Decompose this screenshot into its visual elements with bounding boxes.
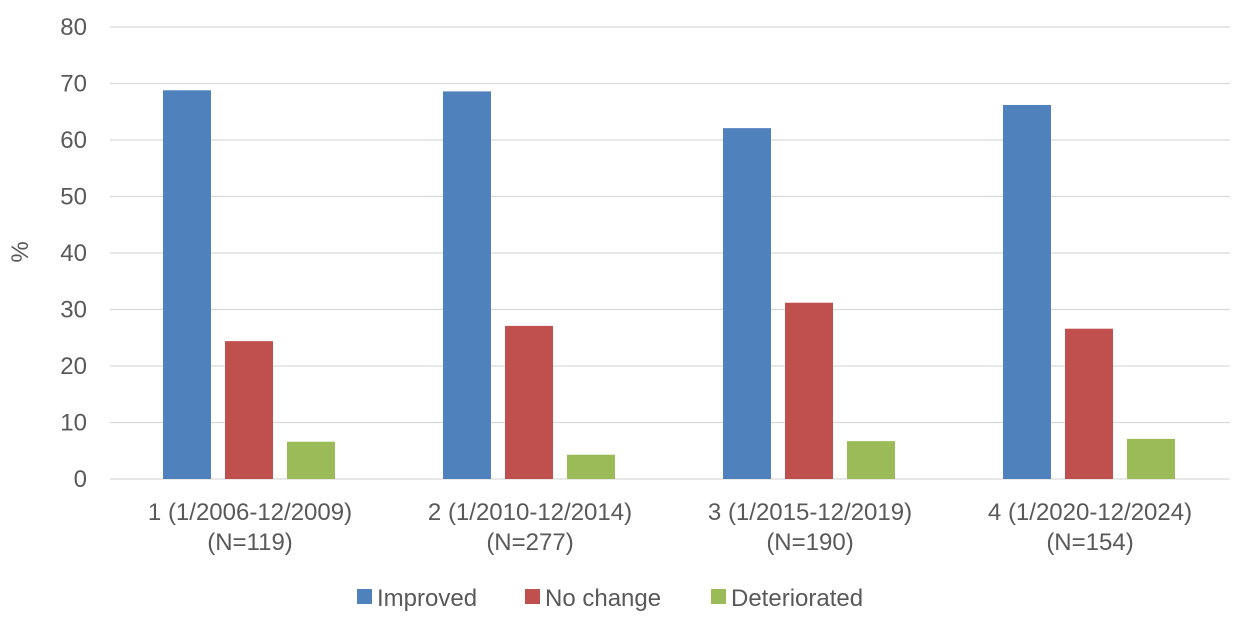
bar-deteriorated bbox=[1127, 438, 1175, 479]
y-axis-ticks: 0 10 20 30 40 50 60 70 80 bbox=[60, 14, 87, 493]
bar-improved bbox=[1003, 104, 1051, 479]
legend-swatch bbox=[357, 589, 372, 604]
bar-no-change bbox=[505, 325, 553, 479]
x-category-label: 2 (1/2010-12/2014) bbox=[428, 499, 632, 526]
bar-deteriorated bbox=[847, 441, 895, 479]
y-tick-label: 50 bbox=[60, 184, 87, 211]
y-tick-label: 10 bbox=[60, 410, 87, 437]
x-category-label: (N=119) bbox=[207, 529, 293, 556]
y-tick-label: 30 bbox=[60, 297, 87, 324]
legend-label: Deteriorated bbox=[731, 585, 863, 612]
x-category-label: 3 (1/2015-12/2019) bbox=[708, 499, 912, 526]
legend-swatch bbox=[525, 589, 540, 604]
bar-deteriorated bbox=[567, 454, 615, 479]
y-tick-label: 20 bbox=[60, 353, 87, 380]
x-category-label: (N=190) bbox=[766, 529, 853, 556]
bars bbox=[163, 90, 1175, 479]
bar-improved bbox=[723, 128, 771, 479]
gridlines bbox=[110, 26, 1230, 480]
y-tick-label: 70 bbox=[60, 71, 87, 98]
y-axis-label: % bbox=[7, 241, 34, 262]
y-tick-label: 60 bbox=[60, 127, 87, 154]
bar-improved bbox=[443, 91, 491, 479]
legend: Improved No change Deteriorated bbox=[357, 585, 863, 612]
y-tick-label: 0 bbox=[74, 466, 87, 493]
legend-label: Improved bbox=[377, 585, 477, 612]
bar-no-change bbox=[1065, 328, 1113, 479]
y-tick-label: 80 bbox=[60, 14, 87, 41]
x-category-label: (N=154) bbox=[1046, 529, 1133, 556]
bar-deteriorated bbox=[287, 441, 335, 479]
bar-improved bbox=[163, 90, 211, 479]
legend-label: No change bbox=[545, 585, 661, 612]
x-category-label: (N=277) bbox=[486, 529, 573, 556]
bar-no-change bbox=[785, 302, 833, 479]
x-category-label: 4 (1/2020-12/2024) bbox=[988, 499, 1192, 526]
y-tick-label: 40 bbox=[60, 240, 87, 267]
legend-swatch bbox=[711, 589, 726, 604]
x-category-label: 1 (1/2006-12/2009) bbox=[148, 499, 352, 526]
bar-no-change bbox=[225, 341, 273, 479]
x-axis-categories: 1 (1/2006-12/2009) (N=119) 2 (1/2010-12/20… bbox=[148, 499, 1192, 556]
